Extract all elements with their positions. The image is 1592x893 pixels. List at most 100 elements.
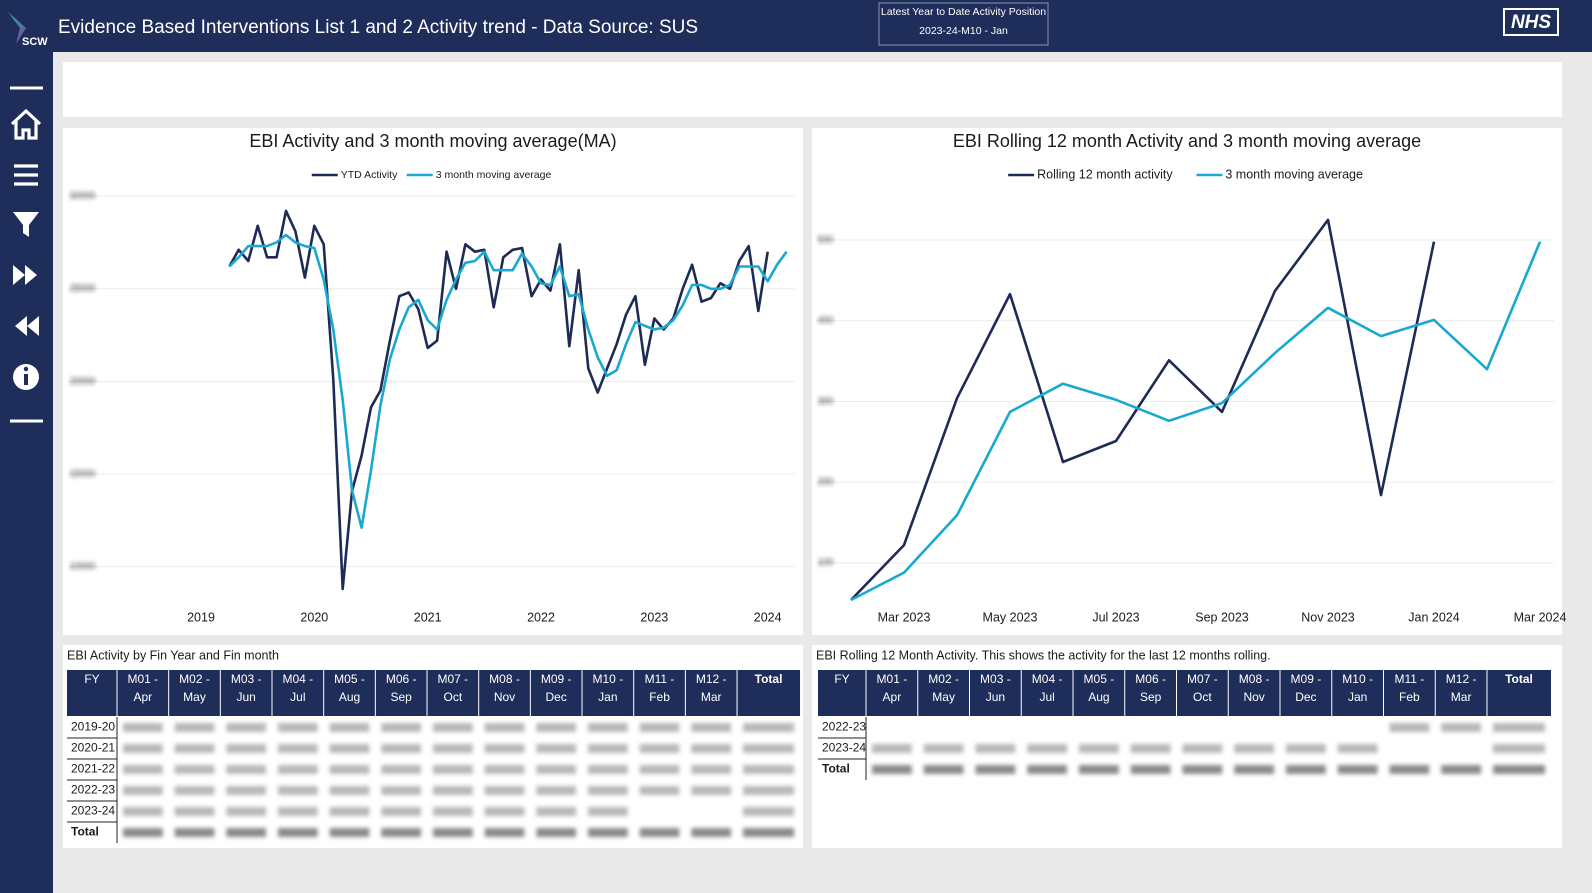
x-tick-label: 2019 <box>187 610 215 624</box>
blurred-cell <box>278 744 318 753</box>
y-tick-label: 300 <box>818 396 833 406</box>
column-header: M06 - <box>386 672 417 686</box>
x-tick-label: Mar 2024 <box>1514 610 1567 624</box>
column-header: M05 - <box>334 672 365 686</box>
legend-label: 3 month moving average <box>1225 167 1363 181</box>
blurred-cell <box>433 723 473 732</box>
blurred-cell <box>975 765 1016 774</box>
column-header: Dec <box>546 690 567 704</box>
top-bar <box>0 0 1592 52</box>
column-header: Total <box>755 672 783 686</box>
row-label: 2021-22 <box>71 762 115 776</box>
table-header <box>67 670 801 716</box>
blurred-cell <box>174 786 215 795</box>
column-header: M09 - <box>1291 672 1322 686</box>
blurred-cell <box>588 828 628 837</box>
position-value: 2023-24-M10 - Jan <box>919 25 1008 37</box>
nhs-text: NHS <box>1511 12 1551 33</box>
blurred-cell <box>484 723 525 732</box>
blurred-cell <box>1027 744 1067 753</box>
column-header: M12 - <box>696 672 727 686</box>
row-label: 2022-23 <box>822 720 866 734</box>
menu-icon[interactable] <box>14 164 38 186</box>
blurred-cell <box>691 765 732 774</box>
blurred-cell <box>1493 723 1545 732</box>
column-header: M10 - <box>593 672 624 686</box>
column-header: Mar <box>701 690 722 704</box>
y-tick-label: 400 <box>818 315 833 325</box>
blurred-cell <box>639 765 680 774</box>
column-header: Aug <box>1088 690 1109 704</box>
blurred-cell <box>329 744 370 753</box>
column-header: Sep <box>391 690 413 704</box>
blurred-cell <box>226 744 267 753</box>
blurred-cell <box>381 744 422 753</box>
x-tick-label: May 2023 <box>983 610 1038 624</box>
blurred-cell <box>174 723 215 732</box>
table-title: EBI Activity by Fin Year and Fin month <box>67 648 279 662</box>
blurred-cell <box>691 828 732 837</box>
blurred-cell <box>536 807 577 816</box>
column-header: M11 - <box>1394 672 1424 686</box>
series-line <box>228 209 769 591</box>
info-icon[interactable] <box>13 364 39 390</box>
back-icon[interactable] <box>15 316 39 336</box>
blurred-cell <box>1234 765 1274 774</box>
column-header: May <box>183 690 206 704</box>
blurred-cell <box>588 786 628 795</box>
blurred-cell <box>433 807 473 816</box>
column-header: M10 - <box>1342 672 1373 686</box>
blurred-cell <box>872 765 912 774</box>
blurred-cell <box>639 744 680 753</box>
blurred-cell <box>691 786 732 795</box>
legend-label: YTD Activity <box>341 169 398 181</box>
x-tick-label: Mar 2023 <box>878 610 931 624</box>
filter-icon[interactable] <box>13 212 39 237</box>
blurred-cell <box>1337 765 1378 774</box>
blurred-cell <box>433 765 473 774</box>
table-title: EBI Rolling 12 Month Activity. This show… <box>816 648 1271 662</box>
home-icon[interactable] <box>10 108 42 140</box>
blurred-cell <box>174 765 215 774</box>
page-title: Evidence Based Interventions List 1 and … <box>58 17 698 38</box>
blurred-cell <box>433 828 473 837</box>
blurred-cell <box>1079 744 1119 753</box>
blurred-cell <box>174 828 215 837</box>
column-header: Jul <box>290 690 305 704</box>
column-header: M08 - <box>1239 672 1270 686</box>
blurred-cell <box>1182 744 1223 753</box>
column-header: Jun <box>986 690 1005 704</box>
blurred-cell <box>484 828 525 837</box>
blurred-cell <box>226 765 267 774</box>
column-header: M07 - <box>1187 672 1218 686</box>
row-label: Total <box>822 762 850 776</box>
column-header: Jul <box>1039 690 1054 704</box>
row-label: 2019-20 <box>71 720 115 734</box>
x-tick-label: 2021 <box>414 610 442 624</box>
blurred-cell <box>226 723 267 732</box>
forward-icon[interactable] <box>13 265 37 285</box>
blurred-cell <box>691 723 732 732</box>
blurred-cell <box>743 765 795 774</box>
blurred-cell <box>975 744 1016 753</box>
y-tick-label: 30000 <box>70 190 95 200</box>
blurred-cell <box>329 723 370 732</box>
column-header: Feb <box>649 690 670 704</box>
blurred-cell <box>536 744 577 753</box>
position-label: Latest Year to Date Activity Position <box>881 6 1046 18</box>
column-header: M03 - <box>980 672 1011 686</box>
blurred-cell <box>484 786 525 795</box>
y-tick-label: 100 <box>818 557 833 567</box>
logo-mark <box>8 12 26 44</box>
column-header: FY <box>84 672 99 686</box>
x-tick-label: Jul 2023 <box>1092 610 1139 624</box>
column-header: Aug <box>339 690 360 704</box>
blurred-cell <box>1493 744 1545 753</box>
filter-panel <box>63 62 1562 117</box>
chart-title: EBI Activity and 3 month moving average(… <box>249 131 616 151</box>
blurred-cell <box>381 828 422 837</box>
column-header: Dec <box>1295 690 1316 704</box>
column-header: Nov <box>494 690 515 704</box>
y-tick-label: 15000 <box>70 468 95 478</box>
